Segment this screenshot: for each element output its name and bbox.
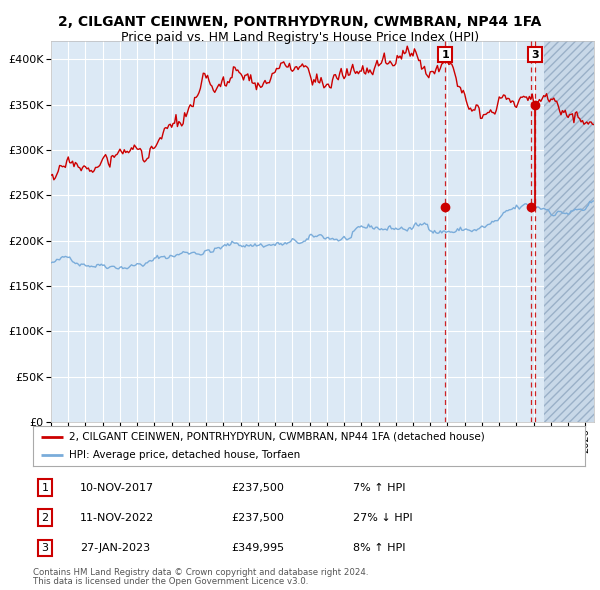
Text: 8% ↑ HPI: 8% ↑ HPI [353, 543, 406, 553]
Text: HPI: Average price, detached house, Torfaen: HPI: Average price, detached house, Torf… [69, 450, 300, 460]
Text: £349,995: £349,995 [232, 543, 285, 553]
Text: 3: 3 [41, 543, 49, 553]
Text: 27% ↓ HPI: 27% ↓ HPI [353, 513, 413, 523]
Text: 2, CILGANT CEINWEN, PONTRHYDYRUN, CWMBRAN, NP44 1FA (detached house): 2, CILGANT CEINWEN, PONTRHYDYRUN, CWMBRA… [69, 432, 485, 442]
Text: 11-NOV-2022: 11-NOV-2022 [80, 513, 154, 523]
Text: 10-NOV-2017: 10-NOV-2017 [80, 483, 154, 493]
Text: This data is licensed under the Open Government Licence v3.0.: This data is licensed under the Open Gov… [33, 577, 308, 586]
Bar [544, 41, 594, 422]
Text: £237,500: £237,500 [232, 513, 284, 523]
Text: £237,500: £237,500 [232, 483, 284, 493]
Text: 27-JAN-2023: 27-JAN-2023 [80, 543, 150, 553]
Text: 2: 2 [41, 513, 49, 523]
Text: 1: 1 [41, 483, 49, 493]
Text: 3: 3 [531, 50, 539, 60]
Text: 2, CILGANT CEINWEN, PONTRHYDYRUN, CWMBRAN, NP44 1FA: 2, CILGANT CEINWEN, PONTRHYDYRUN, CWMBRA… [58, 15, 542, 30]
Text: 1: 1 [441, 50, 449, 60]
Text: Price paid vs. HM Land Registry's House Price Index (HPI): Price paid vs. HM Land Registry's House … [121, 31, 479, 44]
Text: Contains HM Land Registry data © Crown copyright and database right 2024.: Contains HM Land Registry data © Crown c… [33, 568, 368, 576]
Text: 7% ↑ HPI: 7% ↑ HPI [353, 483, 406, 493]
